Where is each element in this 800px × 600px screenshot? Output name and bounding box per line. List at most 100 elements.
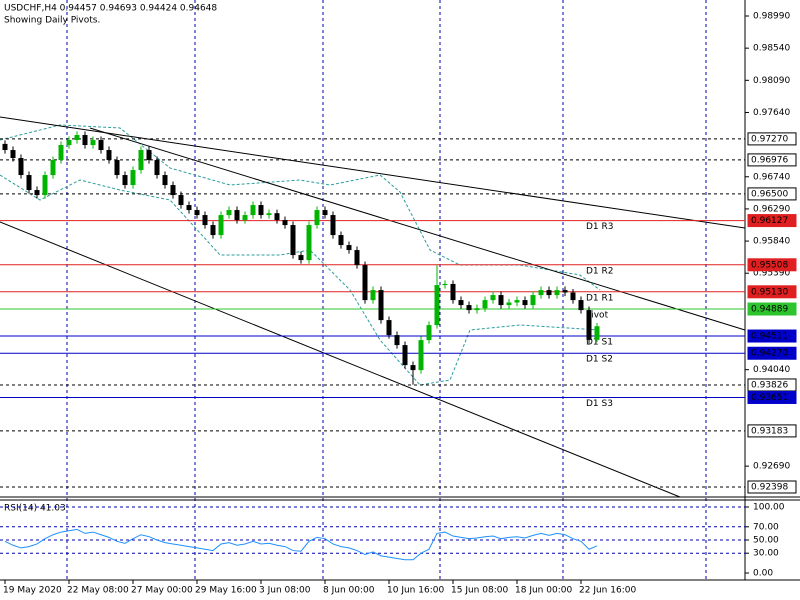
candle-body [266, 213, 272, 216]
candle-body [402, 345, 408, 366]
candle-body [274, 213, 280, 221]
candle-body [226, 210, 232, 216]
candle-body [466, 305, 472, 311]
level-label-box [747, 390, 797, 404]
level-label-box [747, 424, 797, 438]
level-name: D1 S2 [586, 355, 613, 365]
level-name: Pivot [586, 311, 609, 321]
candle-body [418, 340, 424, 371]
candle-body [594, 326, 600, 340]
x-tick-label: 22 Jun 16:00 [579, 586, 636, 596]
candle-body [314, 210, 320, 226]
y-tick-label: 0.92690 [753, 462, 790, 472]
candle-body [130, 170, 136, 186]
candle-body [562, 290, 568, 293]
candle-body [322, 210, 328, 216]
vertical-grid [66, 0, 707, 580]
candle-body [170, 185, 176, 196]
level-label: 0.97270 [751, 134, 788, 144]
level-label: 0.92398 [751, 482, 788, 492]
candle-body [34, 190, 40, 196]
level-label-box [747, 214, 797, 228]
candle-body [186, 205, 192, 211]
y-tick-label: 50.00 [753, 536, 779, 546]
y-tick-label: 0.98090 [753, 76, 790, 86]
candle-body [90, 140, 96, 146]
candle-body [434, 285, 440, 326]
y-tick-label: 30.00 [753, 549, 779, 559]
candle-body [98, 140, 104, 151]
candle-body [146, 150, 152, 161]
candle-body [330, 215, 336, 236]
level-label: 0.96500 [751, 189, 788, 199]
candle-body [18, 158, 24, 176]
level-name: D1 S1 [586, 338, 613, 348]
candle-body [530, 295, 536, 306]
candle-body [514, 300, 520, 303]
candle-body [298, 255, 304, 261]
candle-body [2, 143, 8, 151]
level-label-box [747, 346, 797, 360]
candle-body [42, 175, 48, 196]
level-label-box [747, 132, 797, 146]
x-tick-label: 29 May 16:00 [195, 586, 257, 596]
candle-body [58, 145, 64, 161]
level-label: 0.95130 [751, 287, 788, 297]
candle-body [178, 195, 184, 206]
x-tick-label: 8 Jun 00:00 [323, 586, 375, 596]
candle-body [354, 250, 360, 266]
candle-body [10, 150, 16, 159]
band-lower [0, 174, 601, 386]
level-label: 0.94511 [751, 332, 788, 342]
level-label: 0.93651 [751, 393, 788, 403]
trend-lines [0, 116, 746, 498]
candle-body [546, 290, 552, 296]
candle-body [522, 300, 528, 306]
candle-body [498, 295, 504, 306]
x-tick-label: 10 Jun 16:00 [387, 586, 444, 596]
candle-body [258, 205, 264, 216]
candle-body [50, 160, 56, 176]
level-label-box [747, 153, 797, 167]
candle-body [538, 290, 544, 296]
x-tick-label: 3 Jun 08:00 [259, 586, 311, 596]
level-label-box [747, 258, 797, 272]
level-name: D1 R2 [586, 266, 614, 276]
x-tick-label: 15 Jun 08:00 [451, 586, 508, 596]
candle-body [338, 235, 344, 246]
candle-body [458, 300, 464, 306]
level-label: 0.95508 [751, 260, 788, 270]
trend-line [0, 116, 746, 229]
candle-body [66, 140, 72, 146]
candle-body [290, 225, 296, 256]
y-tick-label: 0.00 [753, 569, 773, 579]
candle-body [370, 290, 376, 301]
candle-body [442, 283, 448, 286]
y-tick-label: 70.00 [753, 522, 779, 532]
rsi-line [4, 528, 598, 561]
candle-body [362, 265, 368, 301]
candle-body [306, 225, 312, 261]
candle-body [162, 175, 168, 186]
candle-body [138, 150, 144, 171]
level-label-box [747, 285, 797, 299]
candle-body [242, 215, 248, 221]
indicator-title: RSI(14) 41.03 [4, 504, 66, 514]
candle-body [74, 135, 80, 141]
trend-line [0, 221, 681, 498]
level-label: 0.93183 [751, 426, 788, 436]
candle-body [578, 300, 584, 311]
level-label-box [747, 378, 797, 392]
candle-body [482, 300, 488, 309]
y-tick-label: 100.00 [753, 502, 785, 512]
band-upper [0, 124, 601, 291]
level-label: 0.94270 [751, 349, 788, 359]
x-tick-label: 27 May 00:00 [131, 586, 193, 596]
bollinger-bands [0, 124, 601, 386]
chart-title: USDCHF,H4 0.94457 0.94693 0.94424 0.9464… [4, 4, 217, 14]
candle-body [490, 295, 496, 301]
level-label: 0.96976 [751, 155, 788, 165]
chart-subtitle: Showing Daily Pivots. [4, 16, 100, 26]
candle-body [378, 290, 384, 321]
